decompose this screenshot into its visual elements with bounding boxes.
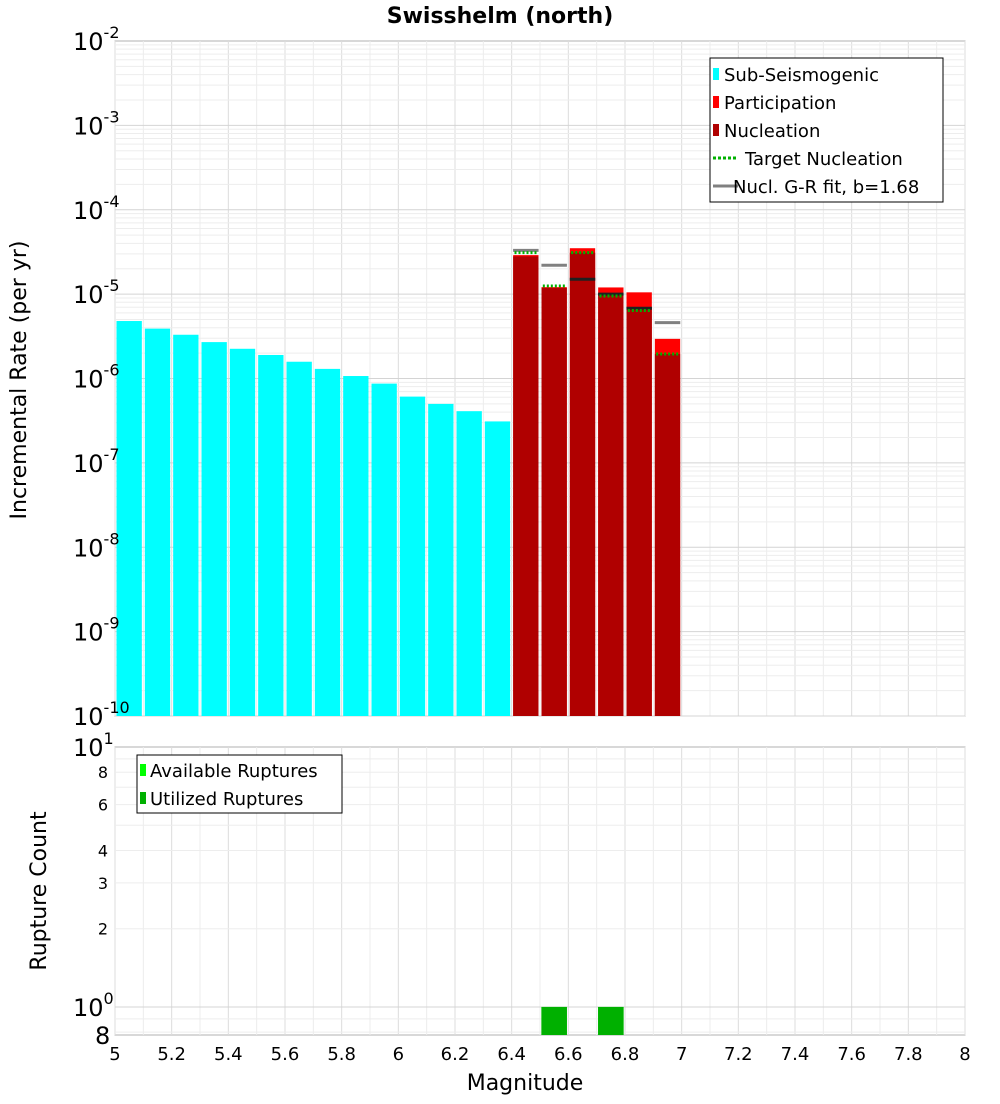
- sub-seismogenic-bar: [456, 411, 482, 716]
- x-axis-label: Magnitude: [467, 1071, 584, 1096]
- sub-seismogenic-bar: [343, 376, 369, 716]
- legend-swatch-bottom: [140, 764, 146, 776]
- sub-seismogenic-bar: [399, 396, 426, 716]
- y-minor-tick-label-bottom: 4: [98, 841, 108, 860]
- legend-label: Sub-Seismogenic: [724, 65, 879, 86]
- chart-title: Swisshelm (north): [387, 4, 614, 29]
- y-minor-tick-label-bottom: 2: [98, 920, 108, 939]
- legend-box-bottom: [136, 754, 343, 814]
- y-minor-tick-label-bottom: 3: [98, 874, 108, 893]
- sub-seismogenic-bar: [314, 368, 341, 716]
- nucleation-bar: [569, 252, 596, 716]
- legend-label-bottom: Available Ruptures: [150, 761, 318, 782]
- x-tick-label: 5.4: [214, 1044, 243, 1065]
- sub-seismogenic-bar: [258, 354, 284, 716]
- y-tick-label: 10-3: [73, 107, 120, 140]
- y-tick-label: 10-5: [73, 276, 120, 309]
- x-tick-label: 5.6: [271, 1044, 300, 1065]
- legend-label: Nucleation: [724, 121, 820, 142]
- y-minor-tick-label-bottom: 6: [98, 796, 108, 815]
- nucleation-bar: [541, 288, 567, 716]
- x-tick-label: 6.8: [611, 1044, 640, 1065]
- nucleation-bar: [513, 256, 539, 716]
- x-tick-label: 5.2: [157, 1044, 186, 1065]
- y-axis-label-top: Incremental Rate (per yr): [7, 241, 32, 520]
- x-tick-label: 6: [393, 1044, 404, 1065]
- x-tick-label: 6.6: [554, 1044, 583, 1065]
- y-tick-label-bottom: 8: [95, 1022, 110, 1050]
- y-tick-label-bottom: 101: [73, 729, 114, 762]
- x-tick-label: 7: [676, 1044, 687, 1065]
- y-minor-tick-label-bottom: 8: [98, 763, 108, 782]
- sub-seismogenic-bar: [428, 403, 454, 716]
- utilized-ruptures-bar: [541, 1006, 567, 1035]
- x-tick-label: 7.4: [781, 1044, 810, 1065]
- utilized-ruptures-bar: [598, 1006, 624, 1035]
- x-tick-label: 7.8: [894, 1044, 923, 1065]
- sub-seismogenic-bar: [173, 334, 199, 716]
- y-tick-label: 10-2: [73, 23, 120, 56]
- x-tick-label: 7.6: [837, 1044, 866, 1065]
- sub-seismogenic-bar: [144, 328, 171, 716]
- x-tick-label: 6.4: [497, 1044, 526, 1065]
- sub-seismogenic-bar: [116, 321, 142, 716]
- sub-seismogenic-bar: [371, 383, 397, 716]
- legend-label: Nucl. G-R fit, b=1.68: [733, 177, 919, 198]
- y-tick-label: 10-6: [73, 361, 120, 394]
- sub-seismogenic-bar: [286, 361, 312, 716]
- legend-label: Participation: [724, 93, 836, 114]
- nucleation-bar: [626, 307, 652, 716]
- y-tick-label: 10-9: [73, 614, 120, 647]
- legend-label-bottom: Utilized Ruptures: [150, 789, 303, 810]
- x-tick-label: 5.8: [327, 1044, 356, 1065]
- legend-box-top: [709, 57, 944, 203]
- y-tick-label: 10-7: [73, 445, 120, 478]
- y-tick-label: 10-10: [73, 698, 130, 731]
- x-tick-label: 5: [109, 1044, 120, 1065]
- x-tick-label: 6.2: [441, 1044, 470, 1065]
- legend-swatch-bottom: [140, 792, 146, 804]
- x-tick-label: 7.2: [724, 1044, 753, 1065]
- y-tick-label: 10-4: [73, 192, 120, 225]
- nucleation-bar: [598, 294, 624, 716]
- y-axis-label-bottom: Rupture Count: [27, 811, 52, 971]
- sub-seismogenic-bar: [484, 421, 511, 716]
- sub-seismogenic-bar: [201, 342, 227, 716]
- sub-seismogenic-bar: [229, 348, 256, 716]
- legend-swatch: [713, 96, 719, 108]
- nucleation-bar: [654, 354, 681, 716]
- y-tick-label: 10-8: [73, 529, 120, 562]
- x-tick-label: 8: [959, 1044, 970, 1065]
- legend-swatch: [713, 68, 719, 80]
- legend-label: Target Nucleation: [744, 149, 903, 170]
- y-tick-label-bottom: 100: [73, 989, 114, 1022]
- legend-swatch: [713, 124, 719, 136]
